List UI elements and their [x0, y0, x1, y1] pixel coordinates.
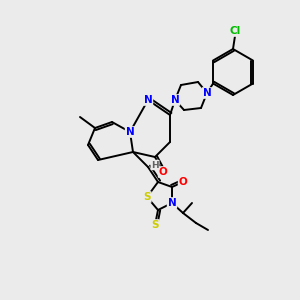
- Text: O: O: [178, 177, 188, 187]
- Text: N: N: [202, 88, 211, 98]
- Text: Cl: Cl: [230, 26, 241, 36]
- Text: S: S: [143, 192, 151, 202]
- Text: N: N: [126, 127, 134, 137]
- Text: H: H: [151, 160, 159, 169]
- Text: N: N: [168, 198, 176, 208]
- Text: N: N: [171, 95, 179, 105]
- Text: N: N: [144, 95, 152, 105]
- Text: S: S: [151, 220, 159, 230]
- Text: O: O: [159, 167, 167, 177]
